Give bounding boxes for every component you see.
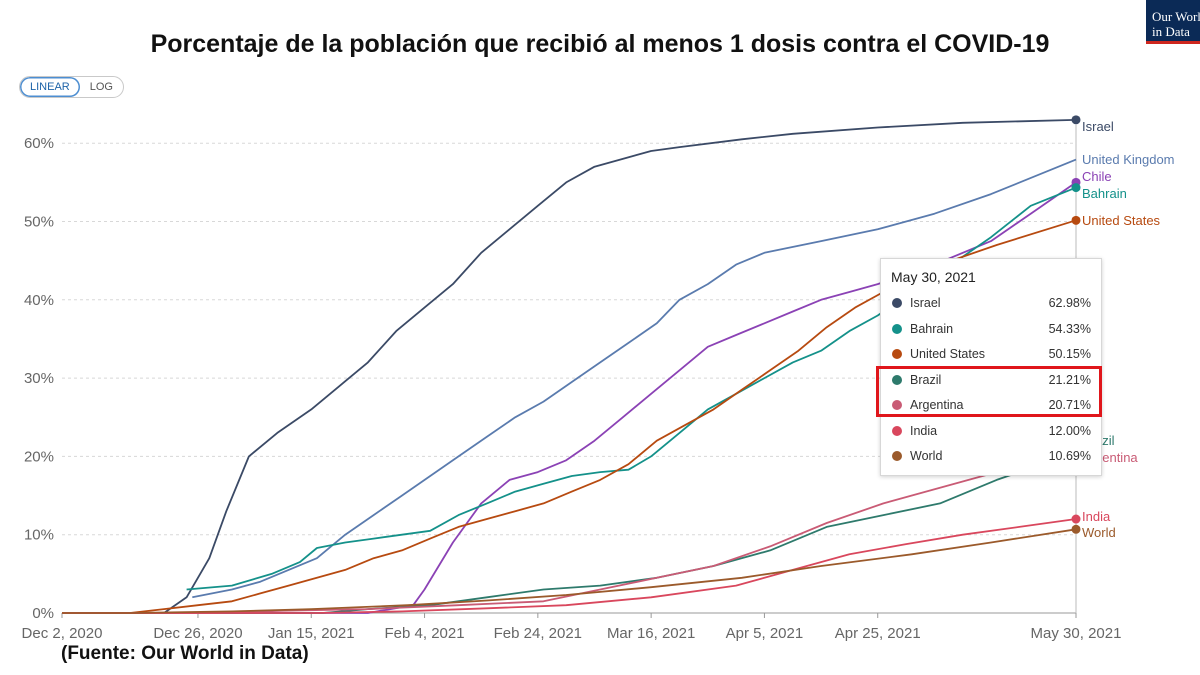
end-marker-israel <box>1071 115 1081 125</box>
tooltip-dot <box>892 451 902 461</box>
y-tick-label: 0% <box>32 605 54 622</box>
x-tick-label: Jan 15, 2021 <box>268 625 355 642</box>
end-label-world: World <box>1082 525 1116 540</box>
y-tick-label: 60% <box>24 135 54 152</box>
end-label-united-states: United States <box>1082 213 1161 228</box>
logo-line-1: Our World <box>1152 9 1200 24</box>
tooltip-country: India <box>910 423 938 438</box>
tooltip-country: Brazil <box>910 372 942 387</box>
x-tick-label: Dec 26, 2020 <box>153 625 242 642</box>
scale-toggle[interactable]: LINEAR LOG <box>19 76 124 98</box>
grid-lines <box>62 142 1076 536</box>
tooltip-country: Israel <box>910 296 941 310</box>
x-tick-label: Apr 25, 2021 <box>835 625 921 642</box>
tooltip-dot <box>892 323 902 334</box>
tooltip-row-india: India 12.00% <box>891 422 1091 442</box>
tooltip-value: 62.98% <box>1048 296 1091 310</box>
series-line-bahrain[interactable] <box>186 186 1077 591</box>
end-label-chile: Chile <box>1082 169 1112 184</box>
tooltip-country: Bahrain <box>910 321 954 336</box>
tooltip-dot <box>892 400 902 410</box>
tooltip-value: 10.69% <box>1048 449 1091 463</box>
owid-logo[interactable]: Our World in Data <box>1146 0 1200 44</box>
highlight-box <box>876 366 1102 417</box>
tooltip-row-brazil: Brazil 21.21% <box>891 371 1091 391</box>
tooltip-country: World <box>910 449 943 463</box>
end-labels: Israel United Kingdom Chile Bahrain United S… <box>1082 119 1175 540</box>
series-line-argentina[interactable] <box>62 449 1077 614</box>
end-label-israel: Israel <box>1082 119 1114 134</box>
y-tick-label: 50% <box>24 214 54 231</box>
tooltip-country: Argentina <box>910 398 964 412</box>
linear-scale-button[interactable]: LINEAR <box>20 77 80 97</box>
tooltip-dot <box>892 374 902 385</box>
axes: 0% 10% 20% 30% 40% 50% 60% Dec 2, 2020 Dec 26, 2… <box>22 125 1122 642</box>
tooltip-row-world: World 10.69% <box>891 447 1091 467</box>
end-label-united-kingdom: United Kingdom <box>1082 152 1175 167</box>
tooltip-country: United States <box>910 347 986 361</box>
tooltip-value: 21.21% <box>1048 372 1091 387</box>
series-line-world[interactable] <box>62 528 1077 614</box>
end-marker-bahrain <box>1071 183 1081 193</box>
tooltip-value: 54.33% <box>1048 321 1091 336</box>
x-tick-label: Mar 16, 2021 <box>607 625 695 642</box>
tooltip-dot <box>892 425 902 436</box>
series-lines[interactable] <box>62 115 1081 614</box>
y-tick-label: 30% <box>24 370 54 387</box>
tooltip-value: 12.00% <box>1048 423 1091 438</box>
log-scale-button[interactable]: LOG <box>89 81 113 93</box>
x-tick-label: Dec 2, 2020 <box>22 625 103 642</box>
series-line-united-states[interactable] <box>129 219 1077 614</box>
logo-accent-bar <box>1146 41 1200 44</box>
logo-line-2: in Data <box>1152 24 1190 39</box>
tooltip-dot <box>892 298 902 308</box>
end-marker-united-states <box>1071 215 1081 225</box>
tooltip-value: 20.71% <box>1048 398 1091 412</box>
series-line-israel[interactable] <box>62 119 1077 614</box>
end-marker-world <box>1071 524 1081 534</box>
source-note: (Fuente: Our World in Data) <box>61 643 309 664</box>
tooltip-value: 50.15% <box>1048 347 1091 361</box>
y-tick-label: 10% <box>24 527 54 544</box>
tooltip-row-argentina: Argentina 20.71% <box>891 396 1091 416</box>
y-tick-label: 40% <box>24 292 54 309</box>
end-marker-india <box>1071 514 1081 524</box>
series-line-united-kingdom[interactable] <box>192 158 1077 599</box>
end-label-india: India <box>1082 509 1111 524</box>
tooltip-row-bahrain: Bahrain 54.33% <box>891 320 1091 340</box>
end-label-bahrain: Bahrain <box>1082 186 1127 201</box>
x-tick-label: Feb 24, 2021 <box>494 625 582 642</box>
series-line-india[interactable] <box>62 518 1077 614</box>
chart-title: Porcentaje de la población que recibió a… <box>150 30 1050 58</box>
tooltip-dot <box>892 349 902 359</box>
tooltip-row-united-states: United States 50.15% <box>891 345 1091 365</box>
y-tick-label: 20% <box>24 448 54 465</box>
tooltip-row-israel: Israel 62.98% <box>891 294 1091 314</box>
x-tick-label: May 30, 2021 <box>1031 625 1122 642</box>
x-tick-label: Apr 5, 2021 <box>726 625 804 642</box>
x-tick-label: Feb 4, 2021 <box>385 625 465 642</box>
tooltip-date: May 30, 2021 <box>891 269 976 285</box>
